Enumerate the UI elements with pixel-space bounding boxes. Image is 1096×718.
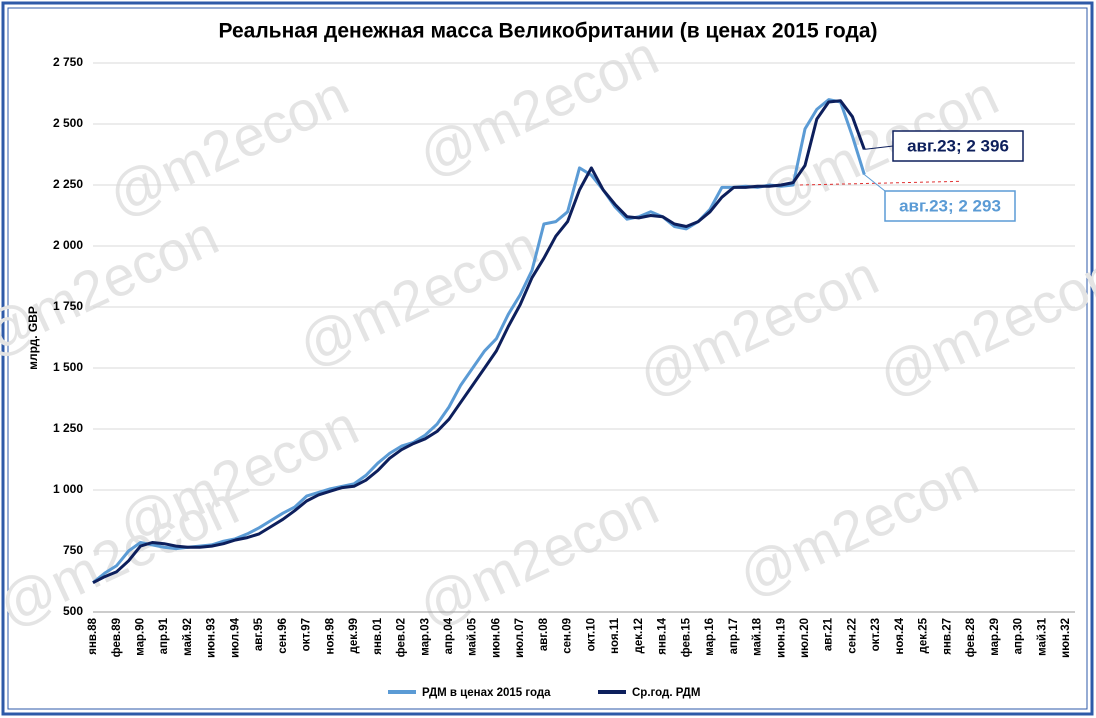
x-tick-label: апр.17: [728, 618, 740, 654]
x-tick-label: сен.22: [846, 618, 858, 654]
x-tick-label: июл.07: [514, 618, 526, 658]
y-tick-label: 2 250: [53, 177, 83, 191]
x-tick-label: ноя.24: [894, 617, 906, 654]
y-axis-label: млрд. GBP: [26, 306, 40, 370]
x-tick-label: апр.91: [158, 617, 170, 654]
x-tick-label: фев.28: [965, 617, 977, 657]
x-tick-label: янв.27: [941, 618, 953, 655]
trend-line: [799, 180, 961, 186]
x-tick-label: дек.25: [918, 617, 930, 653]
x-tick-label: май.92: [182, 618, 194, 656]
x-tick-label: янв.88: [87, 617, 99, 654]
y-tick-label: 1 500: [53, 360, 83, 374]
frame-inner: [7, 7, 1088, 710]
x-tick-label: мар.03: [419, 618, 431, 656]
x-tick-label: дек.99: [348, 618, 360, 653]
x-tick-label: авг.95: [253, 617, 265, 651]
x-tick-label: май.05: [467, 617, 479, 655]
x-tick-label: июн.19: [775, 618, 787, 658]
x-tick-label: сен.09: [562, 618, 574, 654]
annotation-box: [884, 190, 1016, 222]
y-tick-label: 1 000: [53, 482, 83, 496]
series-line: [92, 99, 866, 585]
y-tick-label: 750: [63, 543, 83, 557]
annotation-connector: [863, 174, 886, 192]
x-tick-label: окт.23: [870, 618, 882, 651]
chart-title: Реальная денежная масса Великобритании (…: [219, 20, 878, 43]
x-tick-label: окт.10: [585, 618, 597, 651]
annotation-label: авг.23; 2 396: [907, 136, 1009, 155]
x-tick-label: янв.14: [657, 617, 669, 654]
x-tick-label: авг.08: [538, 617, 550, 651]
x-tick-label: мар.29: [989, 618, 1001, 656]
y-tick-label: 1 750: [53, 299, 83, 313]
x-tick-label: фев.89: [111, 618, 123, 657]
x-tick-label: апр.30: [1013, 618, 1025, 654]
annotation-connector: [864, 145, 894, 150]
x-tick-label: июн.93: [206, 618, 218, 658]
x-tick-label: май.18: [752, 617, 764, 655]
x-tick-label: июн.32: [1060, 618, 1072, 658]
annotation-label: авг.23; 2 293: [899, 196, 1001, 215]
x-tick-label: сен.96: [277, 618, 289, 654]
x-tick-label: мар.16: [704, 618, 716, 656]
x-tick-label: июл.94: [229, 617, 241, 658]
x-tick-label: авг.21: [823, 617, 835, 651]
x-tick-label: мар.90: [134, 618, 146, 656]
y-tick-label: 2 500: [53, 116, 83, 130]
legend-label: РДМ в ценах 2015 года: [422, 687, 551, 699]
x-tick-label: фев.15: [680, 617, 692, 657]
y-tick-label: 2 750: [53, 55, 83, 69]
x-tick-label: ноя.98: [324, 617, 336, 654]
x-tick-label: фев.02: [396, 618, 408, 657]
y-tick-label: 1 250: [53, 421, 83, 435]
x-tick-label: июн.06: [490, 618, 502, 658]
x-tick-label: дек.12: [633, 618, 645, 653]
x-tick-label: янв.01: [372, 617, 384, 654]
y-tick-label: 2 000: [53, 238, 83, 252]
legend-label: Ср.год. РДМ: [632, 687, 700, 699]
y-tick-label: 500: [63, 604, 83, 618]
x-tick-label: ноя.11: [609, 617, 621, 653]
x-tick-label: окт.97: [301, 618, 313, 651]
x-tick-label: апр.04: [443, 617, 455, 654]
x-tick-label: май.31: [1036, 617, 1048, 655]
x-tick-label: июл.20: [799, 618, 811, 658]
annotation-box: [892, 130, 1024, 162]
